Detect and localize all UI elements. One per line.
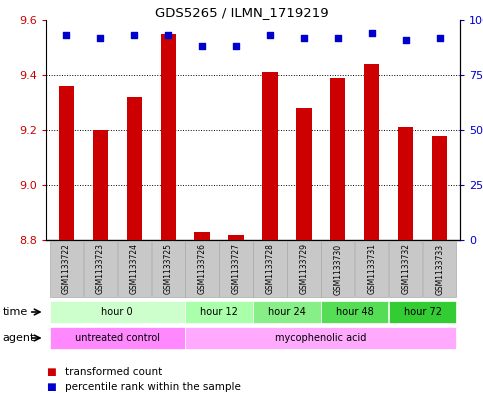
Bar	[389, 241, 422, 297]
Point	[300, 35, 308, 41]
Text: transformed count: transformed count	[65, 367, 163, 376]
Text: mycophenolic acid: mycophenolic acid	[275, 332, 367, 343]
Text: ■: ■	[46, 382, 56, 392]
Point	[97, 35, 104, 41]
Bar	[398, 127, 413, 240]
Text: hour 48: hour 48	[336, 307, 374, 316]
Text: GDS5265 / ILMN_1719219: GDS5265 / ILMN_1719219	[155, 6, 328, 19]
Point	[266, 32, 274, 39]
Bar	[185, 301, 253, 323]
Bar	[50, 241, 83, 297]
Bar	[330, 78, 345, 240]
Point	[62, 32, 70, 39]
Point	[164, 32, 172, 39]
Bar	[50, 327, 185, 349]
Text: hour 72: hour 72	[404, 307, 441, 316]
Point	[368, 30, 376, 36]
Text: GSM1133722: GSM1133722	[62, 244, 71, 294]
Text: GSM1133726: GSM1133726	[198, 244, 207, 294]
Bar	[228, 235, 243, 240]
Text: GSM1133732: GSM1133732	[401, 244, 410, 294]
Text: GSM1133733: GSM1133733	[435, 243, 444, 295]
Point	[436, 35, 443, 41]
Bar	[127, 97, 142, 240]
Bar	[50, 301, 185, 323]
Bar	[254, 301, 321, 323]
Text: time: time	[2, 307, 28, 317]
Text: GSM1133724: GSM1133724	[130, 244, 139, 294]
Bar	[59, 86, 74, 240]
Point	[402, 37, 410, 43]
Bar	[195, 232, 210, 240]
Bar	[254, 241, 286, 297]
Bar	[389, 301, 456, 323]
Text: hour 24: hour 24	[268, 307, 306, 316]
Bar	[185, 327, 456, 349]
Point	[334, 35, 341, 41]
Text: GSM1133730: GSM1133730	[333, 243, 342, 295]
Text: GSM1133727: GSM1133727	[231, 244, 241, 294]
Text: GSM1133725: GSM1133725	[164, 244, 172, 294]
Bar	[262, 72, 278, 240]
Text: ■: ■	[46, 367, 56, 376]
Bar	[355, 241, 388, 297]
Bar	[117, 241, 151, 297]
Text: GSM1133723: GSM1133723	[96, 244, 105, 294]
Bar	[432, 136, 447, 240]
Bar	[423, 241, 456, 297]
Bar	[185, 241, 219, 297]
Bar	[287, 241, 321, 297]
Text: hour 0: hour 0	[101, 307, 133, 316]
Text: agent: agent	[2, 333, 35, 343]
Bar	[321, 241, 355, 297]
Point	[198, 43, 206, 50]
Text: GSM1133731: GSM1133731	[367, 244, 376, 294]
Bar	[152, 241, 185, 297]
Text: percentile rank within the sample: percentile rank within the sample	[65, 382, 241, 392]
Text: GSM1133728: GSM1133728	[266, 244, 274, 294]
Bar	[296, 108, 312, 240]
Bar	[93, 130, 108, 240]
Bar	[160, 34, 176, 240]
Bar	[84, 241, 117, 297]
Text: hour 12: hour 12	[200, 307, 238, 316]
Text: untreated control: untreated control	[75, 332, 160, 343]
Bar	[364, 64, 380, 240]
Text: GSM1133729: GSM1133729	[299, 244, 309, 294]
Point	[130, 32, 138, 39]
Point	[232, 43, 240, 50]
Bar	[321, 301, 388, 323]
Bar	[219, 241, 253, 297]
